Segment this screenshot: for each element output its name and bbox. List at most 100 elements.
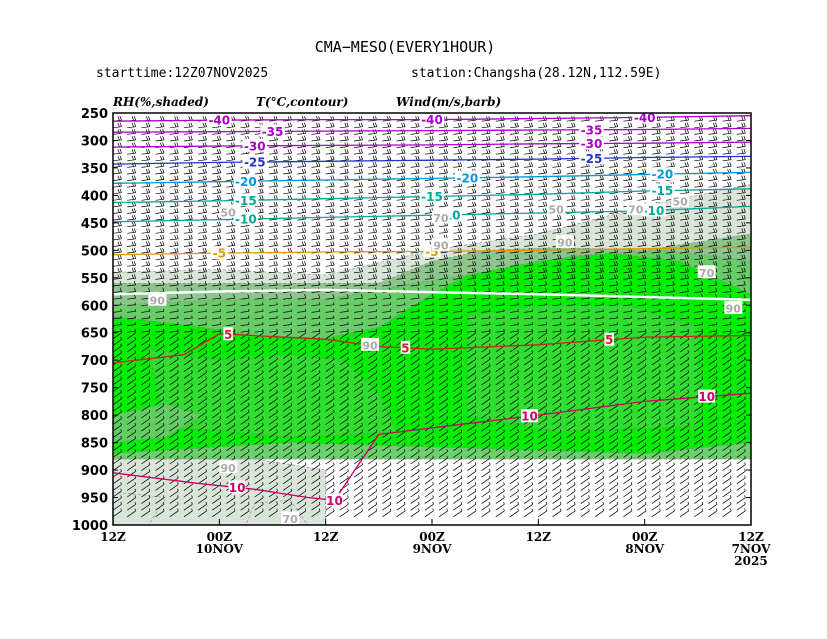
temp-contour-10 [113,392,751,501]
rh-label-bg [697,265,716,279]
temp-label--15-0: -15 [235,194,257,208]
temp-label-bg [400,340,411,354]
rh-label-bg [555,235,574,249]
y-tick-750: 750 [81,382,108,397]
temp-label-bg [604,332,614,346]
temp-label-10-3: 10 [698,390,715,404]
rh-label-6: 70 [699,267,715,280]
rh-label-11: 50 [548,204,564,217]
y-tick-800: 800 [81,409,108,424]
rh-label-0: 90 [150,294,166,307]
temp-label-bg [210,246,228,260]
x-tick-3-1: 9NOV [413,542,453,556]
temp-contour--25 [113,155,751,165]
temp-label-10-0: 10 [229,481,246,495]
legend-wind: Wind(m/s,barb) [396,95,501,109]
rh-label-bg [671,193,690,207]
temp-label--15-2: -15 [652,184,674,198]
temp-label-5-2: 5 [605,333,613,347]
chart-title: CMA−MESO(EVERY1HOUR) [315,38,496,56]
temp-label-bg [419,113,445,126]
rh-label-bg [431,210,450,224]
temp-label-bg [228,480,246,494]
plot-area: -40 -40 -40-35 -35-30 -30-25 -25-20 -20 -20-15-… [113,113,751,526]
temp-label-bg [233,193,259,207]
rh-label-1: 90 [221,462,237,475]
temp-label-bg [242,155,267,169]
rh-label-bg [361,337,379,351]
temp-label-bg [260,124,285,138]
y-tick-500: 500 [81,244,108,259]
temp-label--10-0: -10 [235,213,257,227]
temp-contour--20 [113,171,751,184]
rh-region-6 [467,304,699,432]
rh-label-5: 90 [726,303,742,316]
x-tick-6-2: 2025 [734,554,767,568]
x-tick-4-0: 12Z [526,530,552,544]
x-tick-3-0: 00Z [419,530,445,544]
temp-label-bg [233,174,259,188]
temp-label-bg [233,212,259,225]
rh-label-bg [219,460,238,474]
rh-label-12: 50 [672,195,688,208]
temp-label--15-1: -15 [421,190,443,204]
temp-label--40-1: -40 [421,113,443,127]
temperature-contours: -40 -40 -40-35 -35-30 -30-25 -25-20 -20 -20-15-… [113,113,751,508]
temp-contour--35 [113,127,751,133]
start-time: starttime:12Z07NOV2025 [96,66,268,81]
temp-label--35-0: -35 [262,125,284,139]
y-tick-350: 350 [81,162,108,177]
rh-label-10: 50 [221,206,237,219]
temp-label-5-0: 5 [224,328,232,342]
rh-label-2: 90 [362,339,378,352]
temp-label-bg [242,138,267,152]
station-info: station:Changsha(28.12N,112.59E) [411,66,661,81]
temp-label-bg [419,189,445,203]
temp-label-10-1: 10 [326,494,343,508]
temp-contour--30 [113,141,751,148]
temp-label--40-0: -40 [208,114,230,128]
x-tick-1-0: 00Z [207,530,233,544]
temp-label-bg [632,113,657,124]
y-tick-400: 400 [81,189,108,204]
temp-label--30-0: -30 [244,139,266,153]
rh-label-bg [281,511,300,525]
rh-label-bg [724,301,743,314]
temp-label--5-0: -5 [213,247,226,261]
temp-label--20-1: -20 [457,171,479,185]
x-tick-5-0: 00Z [632,530,658,544]
y-tick-700: 700 [81,354,108,369]
y-tick-300: 300 [81,135,108,150]
y-tick-1000: 1000 [72,519,108,534]
temp-label-bg [223,327,233,341]
y-tick-850: 850 [81,437,108,452]
temp-label-5-1: 5 [401,341,409,355]
rh-region-5 [148,348,398,438]
temp-label-bg [521,409,538,423]
rh-label-bg [148,292,167,306]
rh-label-8: 70 [433,212,449,225]
temp-label-10-2: 10 [521,410,538,424]
temp-label-bg [650,183,675,197]
y-tick-600: 600 [81,299,108,314]
rh-label-7: 70 [628,204,644,217]
x-tick-5-1: 8NOV [625,542,665,556]
temp-label-bg [579,122,604,136]
rh-label-9: 70 [283,513,299,526]
x-tick-2-0: 12Z [313,530,339,544]
x-tick-6-1: 7NOV [732,542,772,556]
y-tick-900: 900 [81,464,108,479]
rh-label-bg [219,204,238,218]
rh-label-bg [547,202,566,216]
temp-label-bg [641,203,666,217]
temp-label--10-2: -10 [643,204,665,218]
temp-label--30-1: -30 [581,137,603,151]
legend-temperature: T(°C,contour) [256,95,348,109]
temp-label--20-0: -20 [235,175,257,189]
temp-label--35-1: -35 [581,123,603,137]
temp-label-bg [579,151,604,165]
rh-contour-labels: 90 90 90 90 90 90 70 70 70 70 50 50 50 [148,193,743,526]
x-tick-6-0: 12Z [738,530,764,544]
temp-label-bg [326,493,343,507]
